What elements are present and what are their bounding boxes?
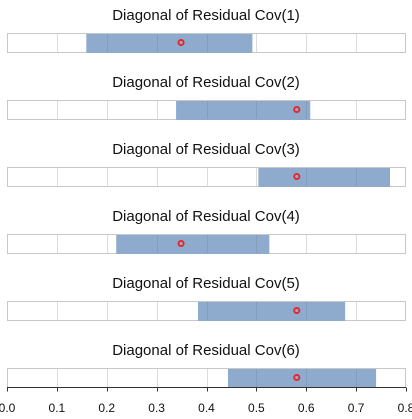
interval-bar-6 — [227, 369, 377, 388]
x-tick-label: 0.1 — [49, 401, 66, 415]
x-tick-label: 0.8 — [398, 401, 412, 415]
interval-bar-5 — [198, 302, 346, 321]
panel-title-3: Diagonal of Residual Cov(3) — [112, 141, 300, 158]
x-tick-label: 0.3 — [148, 401, 165, 415]
interval-bar-4 — [116, 235, 270, 254]
x-tick-label: 0.0 — [0, 401, 16, 415]
x-tick-label: 0.4 — [198, 401, 215, 415]
point-marker-2 — [293, 105, 301, 114]
panel-title-5: Diagonal of Residual Cov(5) — [112, 275, 300, 292]
x-tick-label: 0.2 — [98, 401, 115, 415]
x-tick-label: 0.7 — [348, 401, 365, 415]
interval-bar-1 — [86, 34, 253, 53]
point-marker-6 — [293, 373, 301, 382]
panel-title-4: Diagonal of Residual Cov(4) — [112, 208, 300, 225]
point-marker-3 — [293, 172, 301, 181]
interval-bar-2 — [176, 101, 311, 120]
panel-title-6: Diagonal of Residual Cov(6) — [112, 342, 300, 359]
interval-bar-3 — [258, 168, 391, 187]
point-marker-4 — [177, 239, 185, 248]
x-tick-label: 0.6 — [298, 401, 315, 415]
x-tick-label: 0.5 — [248, 401, 265, 415]
panel-title-1: Diagonal of Residual Cov(1) — [112, 7, 300, 24]
panel-title-2: Diagonal of Residual Cov(2) — [112, 74, 300, 91]
point-marker-1 — [177, 38, 185, 47]
point-marker-5 — [293, 306, 301, 315]
